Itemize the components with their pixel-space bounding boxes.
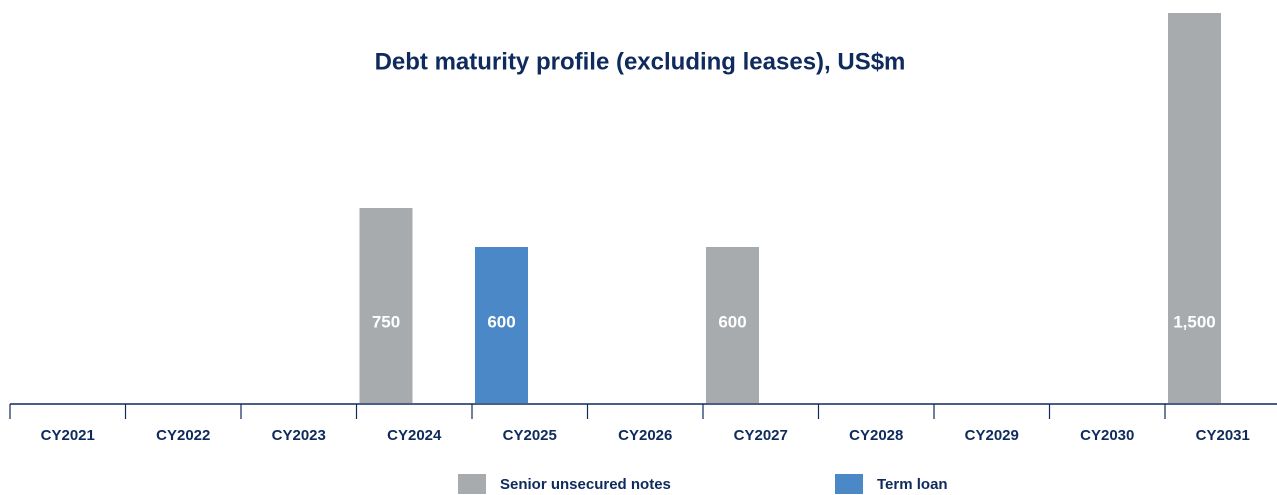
x-tick-label: CY2031 <box>1196 427 1250 444</box>
data-label: 600 <box>718 312 746 331</box>
legend-label: Senior unsecured notes <box>500 476 671 493</box>
x-tick-label: CY2022 <box>156 427 210 444</box>
x-tick-label: CY2029 <box>965 427 1019 444</box>
legend-swatch <box>458 474 486 494</box>
x-tick-label: CY2030 <box>1080 427 1134 444</box>
x-tick-label: CY2025 <box>503 427 557 444</box>
x-tick-label: CY2024 <box>387 427 442 444</box>
data-label: 600 <box>487 312 515 331</box>
legend-swatch <box>835 474 863 494</box>
data-label: 1,500 <box>1173 312 1216 331</box>
bar <box>475 247 528 403</box>
data-label: 750 <box>372 312 400 331</box>
bar <box>1168 13 1221 403</box>
x-tick-label: CY2028 <box>849 427 903 444</box>
bar <box>706 247 759 403</box>
x-tick-label: CY2027 <box>734 427 788 444</box>
chart-title: Debt maturity profile (excluding leases)… <box>375 48 906 75</box>
bar <box>359 208 413 403</box>
legend-label: Term loan <box>877 476 948 493</box>
x-tick-label: CY2021 <box>41 427 95 444</box>
x-tick-label: CY2023 <box>272 427 326 444</box>
x-tick-label: CY2026 <box>618 427 672 444</box>
